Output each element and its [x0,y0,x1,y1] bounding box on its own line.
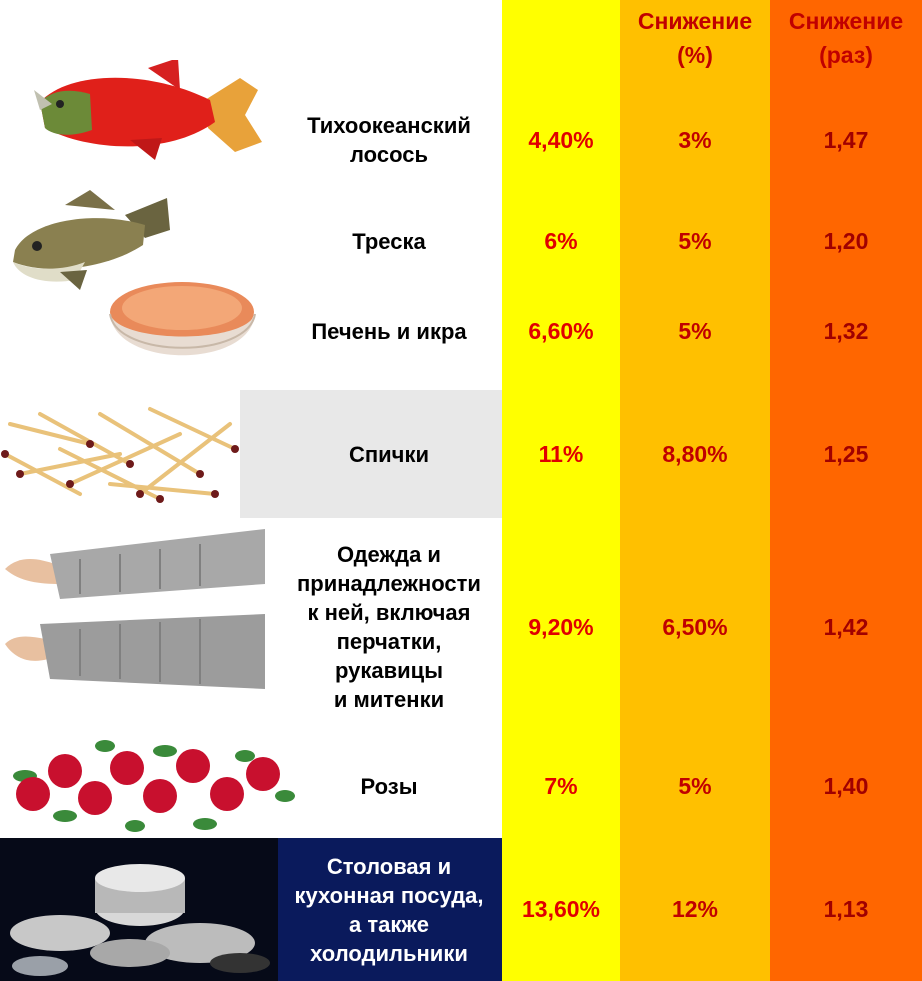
value-cell: 11% [538,440,584,467]
reduction-percent-cell: 5% [678,772,712,799]
value-cell: 9,20% [528,613,594,640]
salmon-image [34,60,262,160]
reduction-times-cell: 1,25 [823,440,869,467]
value-cell: 7% [544,772,578,799]
reduction-times-cell: 1,47 [823,126,869,153]
amber-column [620,0,770,981]
orange-column [770,0,922,981]
knitted-gloves-image [5,529,265,689]
table-row: Спички 11% 8,80% 1,25 [0,390,922,518]
cookware-image [10,864,270,976]
value-cell: 13,60% [521,896,600,922]
table-row: Печень и икра 6,60% 5% 1,32 [0,272,922,390]
matches-image [1,407,239,503]
reduction-percent-cell: 12% [671,896,719,922]
row-label: Розы [360,773,418,799]
header-reduction-times: Снижение (раз) [788,8,904,68]
row-label: Одежда и принадлежности к ней, включая п… [297,542,481,712]
reduction-times-cell: 1,42 [823,613,869,640]
table-row: Одежда и принадлежности к ней, включая п… [0,518,922,736]
row-label: Столовая и кухонная посуда, а также холо… [294,853,484,966]
reduction-percent-cell: 3% [678,126,712,153]
row-background [240,390,502,518]
reduction-times-cell: 1,13 [823,896,869,922]
cod-image [13,190,170,290]
table-row: Треска 6% 5% 1,20 [0,190,922,290]
row-background [278,838,502,981]
caviar-bowl-image [109,282,256,356]
row-label: Тихоокеанский лосось [307,113,471,167]
value-cell: 4,40% [528,126,594,153]
value-cell: 6,60% [528,317,594,344]
row-label: Печень и икра [311,318,467,344]
yellow-column [502,0,620,981]
reduction-percent-cell: 8,80% [662,440,728,467]
header-reduction-percent: Снижение (%) [637,8,753,68]
value-cell: 6% [544,227,578,254]
table-row: Тихоокеанский лосось 4,40% 3% 1,47 [0,60,922,210]
reduction-times-cell: 1,32 [823,317,869,344]
reduction-percent-cell: 6,50% [662,613,728,640]
row-label: Треска [352,228,426,254]
reduction-times-cell: 1,40 [823,772,869,799]
reduction-percent-cell: 5% [678,227,712,254]
roses-image [13,740,295,832]
reduction-times-cell: 1,20 [823,227,869,254]
reduction-percent-cell: 5% [678,317,712,344]
table-row: Столовая и кухонная посуда, а также холо… [0,838,922,981]
table-row: Розы 7% 5% 1,40 [0,736,922,836]
row-label: Спички [348,441,429,467]
